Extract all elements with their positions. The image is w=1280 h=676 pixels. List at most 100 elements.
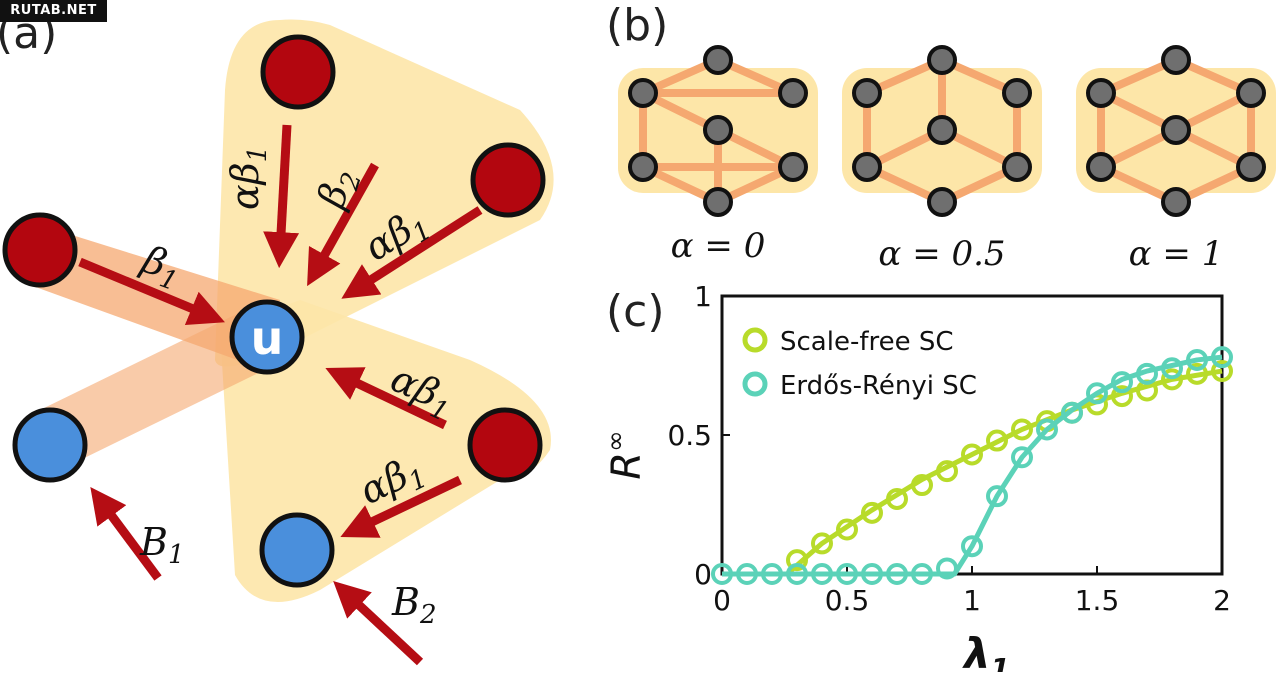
arrow-beta1 (78, 257, 225, 326)
y-axis-label: R∞ (601, 430, 650, 479)
caption-alpha-0.5: α = 0.5 (878, 234, 1005, 274)
series-marker-1 (986, 485, 1008, 508)
svg-text:αβ1: αβ1 (223, 146, 273, 210)
legend-marker-1 (742, 371, 768, 397)
legend-label-1: Erdős-Rényi SC (780, 371, 977, 401)
panel-b-label: (b) (606, 0, 668, 51)
series-marker-0 (1186, 362, 1208, 385)
motif-node (927, 187, 957, 217)
center-node-label: u (251, 311, 284, 365)
motif-node (1086, 152, 1116, 182)
series-marker-1 (961, 535, 983, 558)
red-node-top (260, 34, 336, 110)
motif-1 (842, 45, 1042, 217)
series-marker-1 (1086, 382, 1108, 405)
series-marker-0 (1161, 368, 1183, 391)
x-axis-label: λ1 (962, 629, 1010, 672)
motif-node (1236, 78, 1266, 108)
motif-node (778, 78, 808, 108)
motif-node (1002, 152, 1032, 182)
label-alpha-beta1-top: αβ1 (223, 146, 273, 210)
series-marker-1 (786, 563, 808, 585)
motif-node (1161, 115, 1191, 145)
series-marker-0 (1111, 385, 1133, 408)
series-line-0 (785, 368, 1223, 576)
series-marker-1 (761, 563, 783, 585)
series-marker-0 (811, 532, 833, 555)
motif-node (852, 152, 882, 182)
center-node-u (229, 299, 305, 375)
series-marker-1 (711, 563, 733, 585)
red-node-left (2, 212, 78, 288)
series-marker-1 (936, 557, 958, 580)
watermark: RUTAB.NET (0, 0, 107, 22)
motif-node (703, 115, 733, 145)
series-marker-1 (811, 563, 833, 585)
series-marker-1 (836, 563, 858, 585)
series-marker-0 (936, 460, 958, 483)
series-marker-1 (1186, 348, 1208, 371)
x-tick-label: 2 (1213, 584, 1231, 617)
panel-c-label: (c) (606, 286, 665, 337)
edge-band-left-blue (40, 305, 285, 465)
red-node-bottom (467, 407, 543, 483)
x-tick-label: 0 (713, 584, 731, 617)
series-marker-1 (1011, 446, 1033, 469)
motif-node (628, 152, 658, 182)
motif-node (1086, 78, 1116, 108)
legend-marker-0 (742, 327, 768, 353)
panel-c: (c) 0 0.5 1 1.5 2 0 0.5 1 λ1 R∞ Scale-free SC Erdős… (601, 280, 1233, 676)
series-marker-1 (1161, 357, 1183, 380)
series-marker-0 (861, 501, 883, 524)
arrow-alpha-beta1-low (340, 475, 462, 538)
label-B2: B2 (391, 580, 436, 630)
motif-node (1161, 187, 1191, 217)
x-tick-label: 1.5 (1075, 584, 1120, 617)
panel-b: (b) α = 0 α = 0.5 α = 1 (606, 0, 1276, 274)
motif-node (1002, 78, 1032, 108)
series-marker-1 (736, 563, 758, 585)
series-marker-1 (1061, 401, 1083, 424)
caption-alpha-0: α = 0 (671, 226, 766, 266)
label-B1: B1 (139, 520, 184, 570)
red-node-right (470, 142, 546, 218)
motif-node (852, 78, 882, 108)
arrow-alpha-beta1-top (263, 124, 300, 269)
arrow-beta2 (307, 162, 379, 287)
motif-node (778, 152, 808, 182)
legend-label-0: Scale-free SC (780, 327, 954, 357)
arrow-B1 (90, 487, 162, 581)
motif-node (927, 45, 957, 75)
blue-node-left (12, 407, 88, 483)
series-marker-0 (886, 487, 908, 510)
series-marker-0 (1211, 360, 1233, 383)
y-tick-label: 0 (694, 558, 712, 591)
series-marker-0 (961, 443, 983, 466)
series-marker-0 (1011, 418, 1033, 441)
x-tick-label: 1 (963, 584, 981, 617)
series-marker-0 (786, 549, 808, 572)
motif-2 (1076, 45, 1276, 217)
motif-node (927, 115, 957, 145)
caption-alpha-1: α = 1 (1129, 234, 1224, 274)
blue-node-bottom (259, 512, 335, 588)
motif-0 (618, 45, 818, 217)
motif-node (628, 78, 658, 108)
y-tick-label: 1 (694, 280, 712, 313)
x-tick-label: 0.5 (825, 584, 870, 617)
series-marker-1 (1111, 371, 1133, 394)
arrow-alpha-beta1-right (341, 206, 483, 299)
series-marker-1 (1211, 346, 1233, 369)
series-marker-1 (1036, 418, 1058, 441)
y-tick-label: 0.5 (667, 419, 712, 452)
series-marker-1 (911, 563, 933, 585)
arrow-B2 (333, 580, 424, 666)
series-marker-0 (911, 474, 933, 497)
motif-node (1236, 152, 1266, 182)
series-marker-1 (1136, 362, 1158, 385)
motif-node (703, 187, 733, 217)
series-marker-1 (886, 563, 908, 585)
motif-node (703, 45, 733, 75)
